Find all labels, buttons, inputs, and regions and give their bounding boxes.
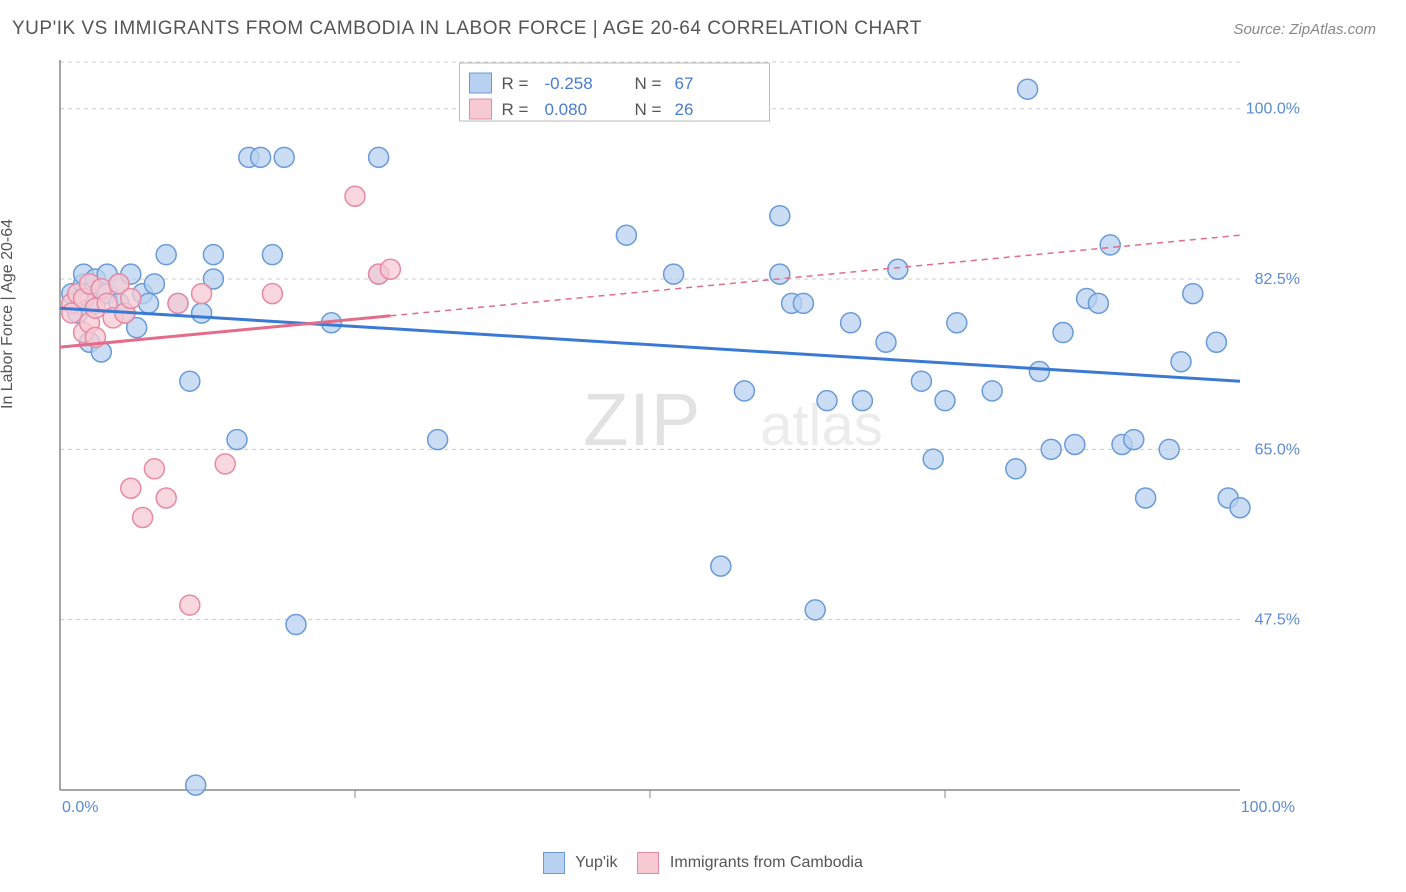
y-axis-label: In Labor Force | Age 20-64 — [0, 219, 17, 409]
chart-source: Source: ZipAtlas.com — [1233, 21, 1376, 38]
svg-text:26: 26 — [675, 100, 694, 119]
legend-item-yupik: Yup'ik — [543, 852, 617, 874]
chart-area: ZIPatlas47.5%65.0%82.5%100.0%0.0%100.0%R… — [50, 55, 1390, 825]
svg-text:N =: N = — [635, 74, 662, 93]
svg-text:0.0%: 0.0% — [62, 799, 98, 816]
svg-text:100.0%: 100.0% — [1241, 799, 1295, 816]
legend-label-cambodia: Immigrants from Cambodia — [670, 854, 863, 871]
legend-label-yupik: Yup'ik — [575, 854, 617, 871]
svg-text:67: 67 — [675, 74, 694, 93]
svg-text:0.080: 0.080 — [545, 100, 588, 119]
legend-item-cambodia: Immigrants from Cambodia — [637, 852, 862, 874]
svg-text:R =: R = — [502, 74, 529, 93]
svg-text:65.0%: 65.0% — [1255, 441, 1300, 458]
svg-text:47.5%: 47.5% — [1255, 612, 1300, 629]
svg-text:82.5%: 82.5% — [1255, 271, 1300, 288]
bottom-legend: Yup'ik Immigrants from Cambodia — [0, 852, 1406, 874]
scatter-chart-svg: ZIPatlas47.5%65.0%82.5%100.0%0.0%100.0%R… — [50, 55, 1310, 820]
svg-text:N =: N = — [635, 100, 662, 119]
svg-text:100.0%: 100.0% — [1246, 101, 1300, 118]
svg-text:ZIP: ZIP — [583, 378, 701, 461]
chart-header: YUP'IK VS IMMIGRANTS FROM CAMBODIA IN LA… — [0, 0, 1406, 50]
chart-title: YUP'IK VS IMMIGRANTS FROM CAMBODIA IN LA… — [12, 18, 922, 40]
legend-swatch-cambodia — [637, 852, 659, 874]
legend-swatch-yupik — [543, 852, 565, 874]
svg-text:-0.258: -0.258 — [545, 74, 593, 93]
svg-text:R =: R = — [502, 100, 529, 119]
